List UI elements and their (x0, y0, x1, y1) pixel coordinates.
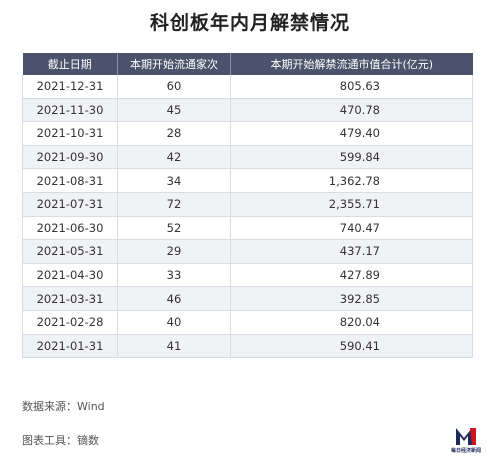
cell-date: 2021-03-31 (22, 286, 118, 311)
brand-logo: 每日经济新闻 (444, 425, 488, 457)
cell-value: 437.17 (230, 239, 473, 264)
cell-date: 2021-12-31 (22, 75, 118, 99)
cell-count: 46 (117, 286, 231, 311)
cell-count: 60 (117, 75, 231, 99)
cell-value: 2,355.71 (230, 192, 473, 217)
cell-date: 2021-05-31 (22, 239, 118, 264)
cell-value: 599.84 (230, 145, 473, 170)
cell-value: 1,362.78 (230, 168, 473, 193)
cell-date: 2021-10-31 (22, 121, 118, 146)
cell-date: 2021-01-31 (22, 334, 118, 359)
column-header-date: 截止日期 (22, 53, 118, 75)
table-row: 2021-11-30 45 470.78 (22, 98, 473, 123)
column-header-count: 本期开始流通家次 (117, 53, 231, 75)
cell-date: 2021-04-30 (22, 263, 118, 288)
table-row: 2021-07-31 72 2,355.71 (22, 192, 473, 217)
cell-date: 2021-02-28 (22, 310, 118, 335)
cell-date: 2021-06-30 (22, 216, 118, 241)
cell-count: 28 (117, 121, 231, 146)
cell-date: 2021-08-31 (22, 168, 118, 193)
chart-tools: 图表工具：镝数 (22, 434, 99, 447)
table-row: 2021-02-28 40 820.04 (22, 310, 473, 335)
cell-count: 42 (117, 145, 231, 170)
cell-value: 590.41 (230, 334, 473, 359)
cell-count: 45 (117, 98, 231, 123)
cell-value: 392.85 (230, 286, 473, 311)
table-header-row: 截止日期 本期开始流通家次 本期开始解禁流通市值合计(亿元) (22, 53, 473, 75)
cell-count: 40 (117, 310, 231, 335)
cell-value: 740.47 (230, 216, 473, 241)
cell-count: 34 (117, 168, 231, 193)
cell-count: 29 (117, 239, 231, 264)
table-row: 2021-03-31 46 392.85 (22, 286, 473, 311)
cell-value: 479.40 (230, 121, 473, 146)
cell-date: 2021-07-31 (22, 192, 118, 217)
cell-value: 805.63 (230, 75, 473, 99)
data-source: 数据来源：Wind (22, 400, 105, 413)
table-row: 2021-01-31 41 590.41 (22, 334, 473, 359)
table-row: 2021-04-30 33 427.89 (22, 263, 473, 288)
cell-value: 427.89 (230, 263, 473, 288)
logo-text: 每日经济新闻 (450, 448, 481, 454)
cell-count: 52 (117, 216, 231, 241)
table-row: 2021-05-31 29 437.17 (22, 239, 473, 264)
cell-count: 41 (117, 334, 231, 359)
logo-mark-icon (456, 428, 476, 445)
column-header-value: 本期开始解禁流通市值合计(亿元) (230, 53, 473, 75)
table-row: 2021-06-30 52 740.47 (22, 216, 473, 241)
data-table: 截止日期 本期开始流通家次 本期开始解禁流通市值合计(亿元) 2021-12-3… (22, 53, 473, 359)
cell-date: 2021-09-30 (22, 145, 118, 170)
cell-count: 72 (117, 192, 231, 217)
table-row: 2021-10-31 28 479.40 (22, 121, 473, 146)
table-row: 2021-12-31 60 805.63 (22, 75, 473, 99)
table-row: 2021-08-31 34 1,362.78 (22, 168, 473, 193)
chart-title: 科创板年内月解禁情况 (149, 12, 350, 34)
cell-count: 33 (117, 263, 231, 288)
cell-value: 820.04 (230, 310, 473, 335)
cell-value: 470.78 (230, 98, 473, 123)
table-row: 2021-09-30 42 599.84 (22, 145, 473, 170)
cell-date: 2021-11-30 (22, 98, 118, 123)
